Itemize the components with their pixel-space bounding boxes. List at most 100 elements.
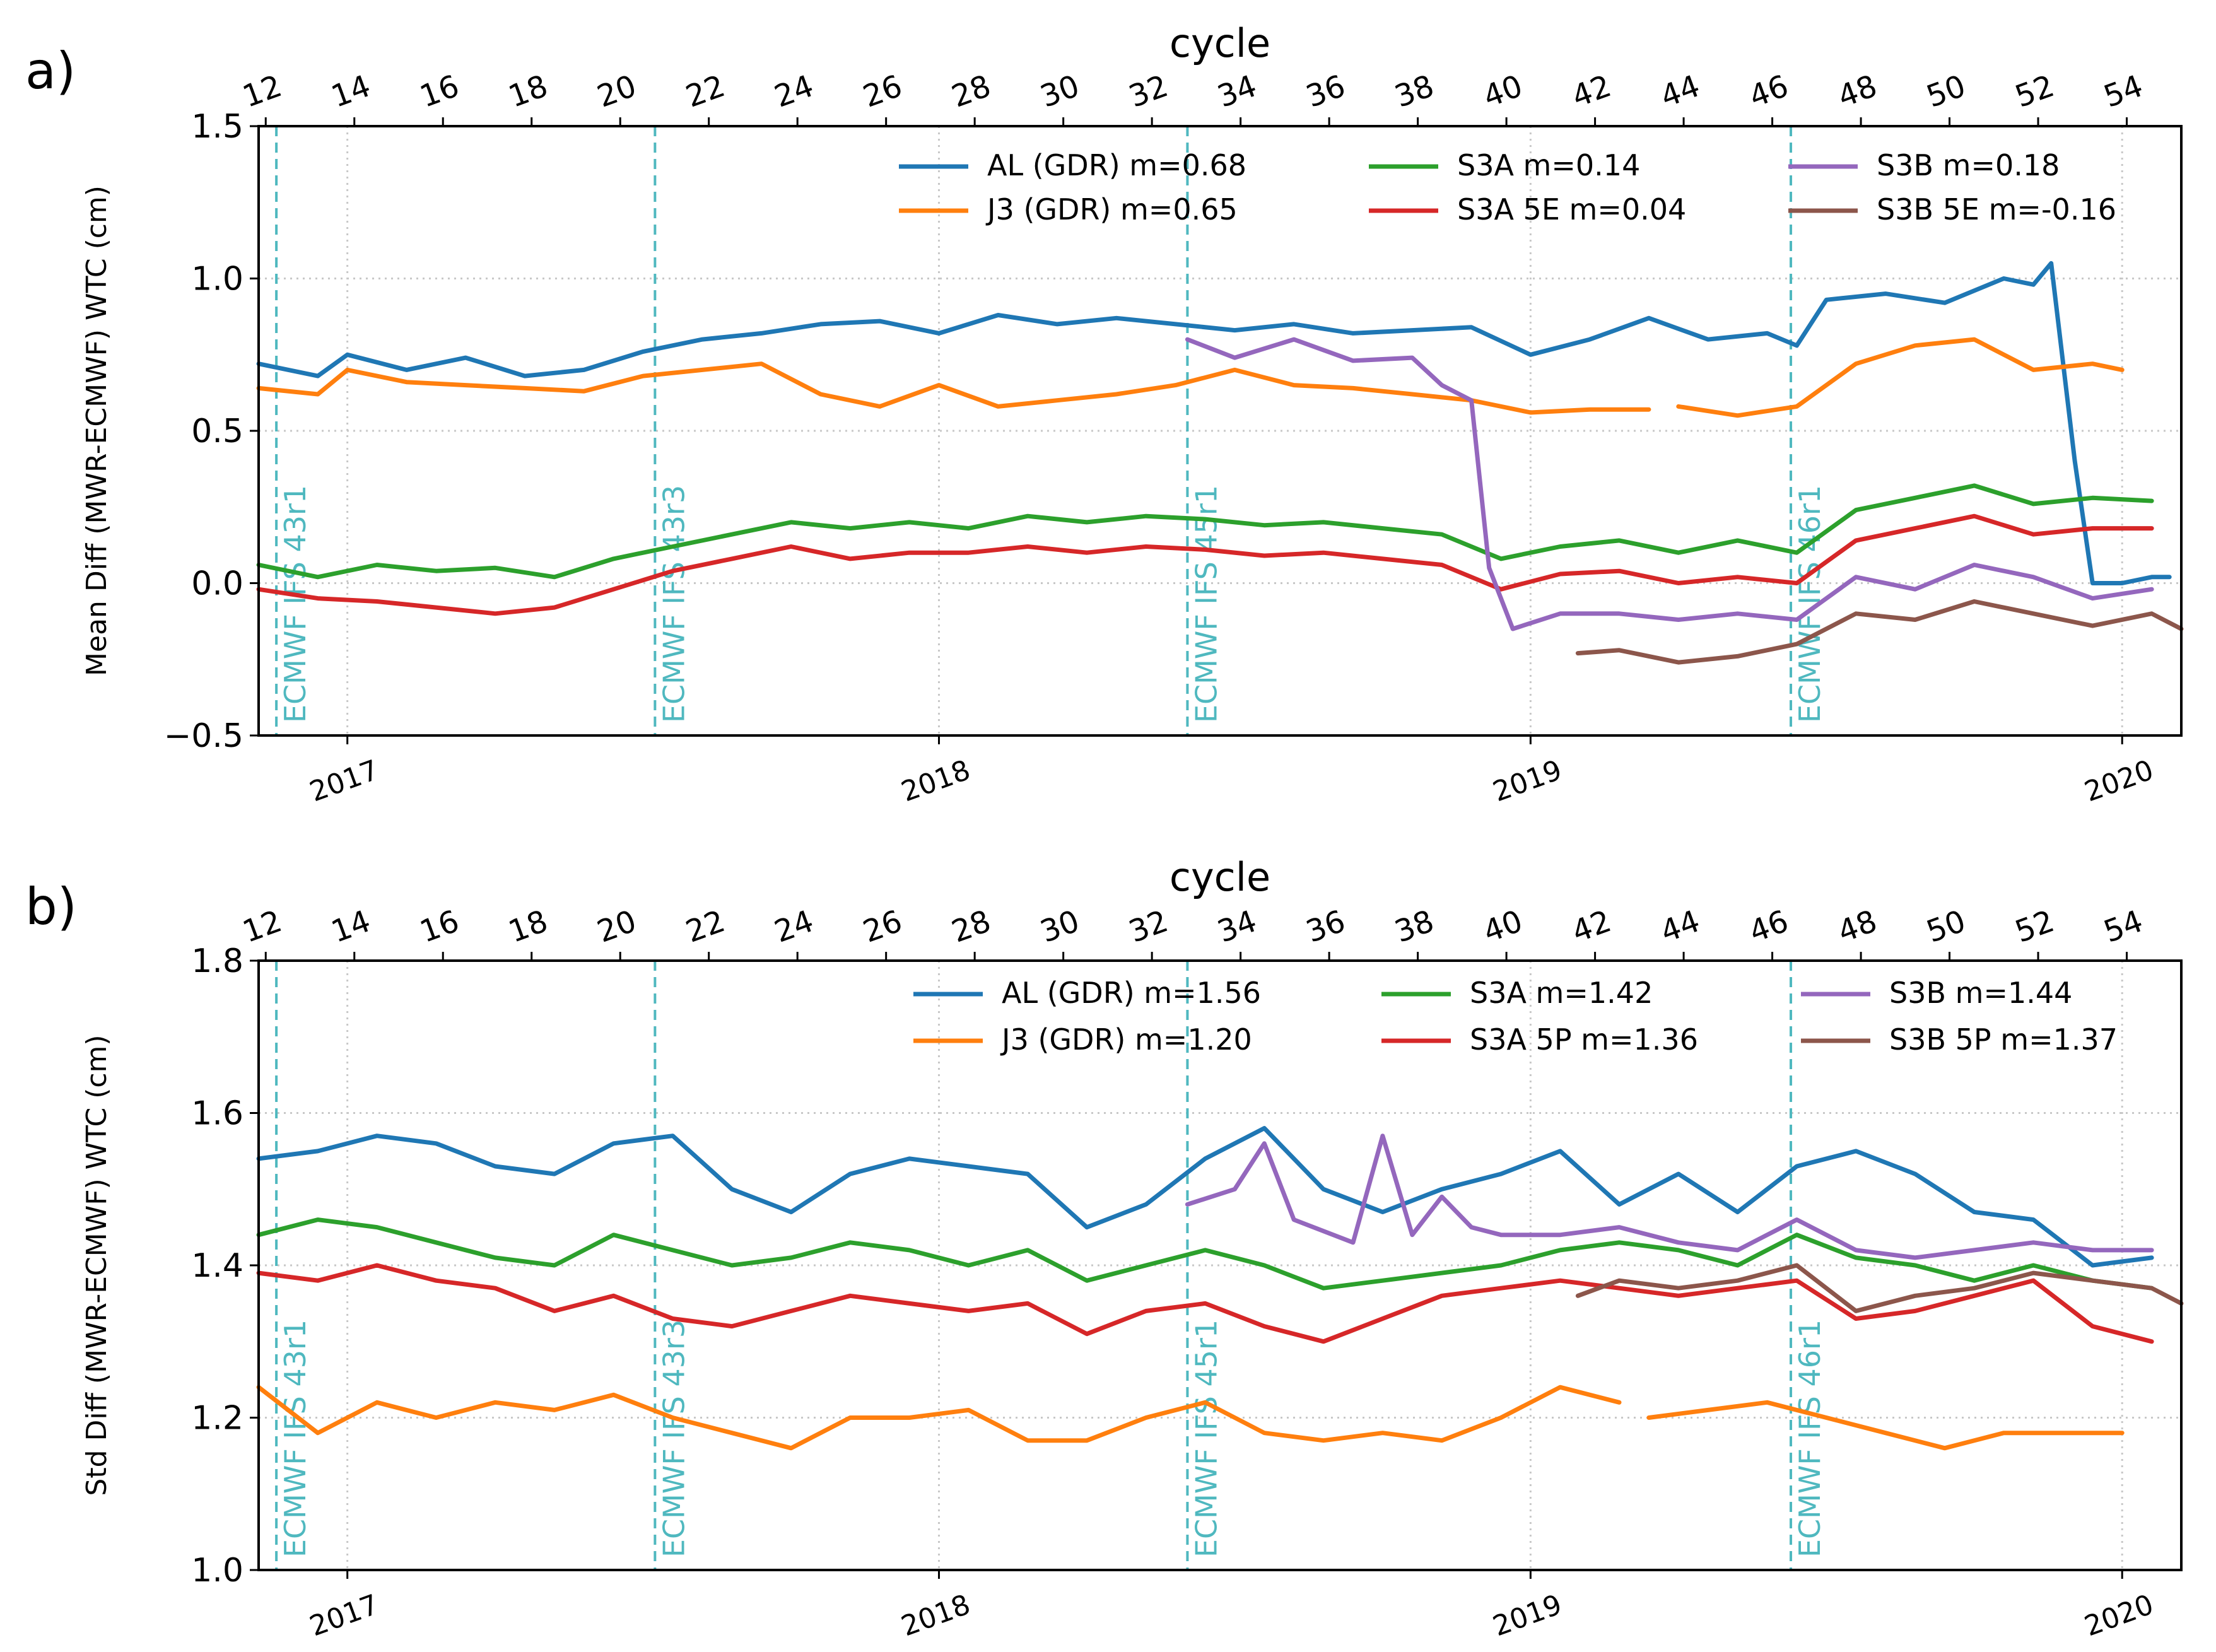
cycle-tick-label: 28 — [947, 903, 995, 950]
y-tick-label: 1.6 — [191, 1095, 243, 1133]
cycle-tick-label: 22 — [681, 903, 730, 950]
event-label: ECMWF IFS 45r1 — [1189, 485, 1223, 723]
cycle-tick-label: 22 — [681, 68, 730, 115]
cycle-tick-label: 46 — [1745, 68, 1793, 115]
cycle-tick-label: 20 — [592, 903, 641, 950]
cycle-tick-label: 42 — [1568, 68, 1616, 115]
event-label: ECMWF IFS 43r3 — [657, 485, 691, 723]
event-label: ECMWF IFS 46r1 — [1793, 1320, 1827, 1557]
y-tick-label: 1.5 — [191, 108, 243, 146]
cycle-tick-label: 12 — [238, 903, 287, 950]
cycle-tick-label: 52 — [2010, 68, 2059, 115]
x-tick-label: 2020 — [2080, 1588, 2158, 1643]
series-line — [256, 513, 2154, 616]
legend-entry: S3B m=1.44 — [1889, 976, 2072, 1010]
x-tick-label: 2018 — [897, 754, 975, 808]
cycle-tick-label: 50 — [1922, 68, 1971, 115]
cycle-tick-label: 40 — [1479, 68, 1527, 115]
cycle-tick-label: 14 — [327, 68, 375, 115]
cycle-tick-label: 44 — [1656, 903, 1704, 950]
y-tick-label: 1.8 — [191, 942, 243, 980]
cycle-tick-label: 24 — [770, 903, 818, 950]
panel-label: b) — [25, 877, 77, 936]
cycle-tick-label: 16 — [415, 68, 464, 115]
y-axis-label: Mean Diff (MWR-ECMWF) WTC (cm) — [81, 185, 113, 676]
y-tick-label: 0.5 — [191, 413, 243, 450]
cycle-tick-label: 18 — [504, 68, 553, 115]
x-tick-label: 2018 — [897, 1588, 975, 1643]
x-tick-label: 2019 — [1489, 1588, 1566, 1643]
cycle-tick-label: 28 — [947, 68, 995, 115]
series-line — [256, 1385, 2125, 1451]
legend-entry: AL (GDR) m=1.56 — [1002, 976, 1261, 1010]
cycle-tick-label: 14 — [327, 903, 375, 950]
cycle-tick-label: 26 — [859, 903, 907, 950]
series-line — [256, 1263, 2154, 1344]
cycle-tick-label: 26 — [859, 68, 907, 115]
legend-entry: J3 (GDR) m=0.65 — [985, 192, 1238, 226]
cycle-tick-label: 38 — [1390, 68, 1439, 115]
plot-frame — [257, 125, 2183, 737]
cycle-tick-label: 38 — [1390, 903, 1439, 950]
cycle-tick-label: 48 — [1833, 68, 1882, 115]
cycle-tick-label: 32 — [1124, 68, 1173, 115]
cycle-tick-label: 32 — [1124, 903, 1173, 950]
cycle-tick-label: 36 — [1301, 903, 1350, 950]
cycle-tick-label: 42 — [1568, 903, 1616, 950]
cycle-tick-label: 36 — [1301, 68, 1350, 115]
cycle-tick-label: 24 — [770, 68, 818, 115]
x-tick-label: 2020 — [2080, 754, 2158, 808]
legend-entry: S3A m=0.14 — [1457, 148, 1640, 182]
cycle-tick-label: 34 — [1213, 68, 1262, 115]
series-line — [256, 1126, 2154, 1268]
cycle-axis-title: cycle — [1170, 854, 1270, 900]
legend-entry: S3B m=0.18 — [1877, 148, 2060, 182]
cycle-tick-label: 30 — [1036, 903, 1084, 950]
y-tick-label: 1.0 — [191, 261, 243, 298]
cycle-tick-label: 34 — [1213, 903, 1262, 950]
legend-entry: AL (GDR) m=0.68 — [987, 148, 1246, 182]
plot-frame — [257, 959, 2183, 1571]
cycle-tick-label: 12 — [238, 68, 287, 115]
cycle-tick-label: 54 — [2099, 68, 2148, 115]
legend-entry: S3A 5P m=1.36 — [1470, 1022, 1698, 1057]
cycle-tick-label: 20 — [592, 68, 641, 115]
series-line — [1575, 1263, 2184, 1313]
series-line — [1185, 337, 2154, 631]
x-tick-label: 2017 — [305, 754, 383, 808]
cycle-tick-label: 52 — [2010, 903, 2059, 950]
cycle-tick-label: 54 — [2099, 903, 2148, 950]
event-label: ECMWF IFS 43r1 — [278, 1320, 312, 1557]
y-tick-label: 1.2 — [191, 1400, 243, 1438]
legend-entry: S3A m=1.42 — [1470, 976, 1653, 1010]
event-label: ECMWF IFS 43r1 — [278, 485, 312, 723]
y-tick-label: 1.0 — [191, 1552, 243, 1590]
y-axis-label: Std Diff (MWR-ECMWF) WTC (cm) — [81, 1034, 113, 1496]
event-label: ECMWF IFS 43r3 — [657, 1320, 691, 1557]
y-tick-label: −0.5 — [164, 717, 243, 755]
cycle-axis-title: cycle — [1170, 20, 1270, 66]
cycle-tick-label: 30 — [1036, 68, 1084, 115]
cycle-tick-label: 48 — [1833, 903, 1882, 950]
cycle-tick-label: 50 — [1922, 903, 1971, 950]
series-line — [256, 483, 2154, 580]
series-line — [1185, 1134, 2154, 1260]
panel-label: a) — [25, 42, 76, 100]
cycle-tick-label: 18 — [504, 903, 553, 950]
cycle-tick-label: 46 — [1745, 903, 1793, 950]
legend-entry: J3 (GDR) m=1.20 — [1000, 1022, 1252, 1057]
legend-entry: S3A 5E m=0.04 — [1457, 192, 1686, 226]
y-tick-label: 1.4 — [191, 1247, 243, 1285]
y-tick-label: 0.0 — [191, 565, 243, 603]
series-line — [256, 337, 2125, 418]
x-tick-label: 2017 — [305, 1588, 383, 1643]
legend-entry: S3B 5E m=-0.16 — [1877, 192, 2116, 226]
series-line — [256, 1217, 2154, 1291]
cycle-tick-label: 16 — [415, 903, 464, 950]
cycle-tick-label: 40 — [1479, 903, 1527, 950]
event-label: ECMWF IFS 45r1 — [1189, 1320, 1223, 1557]
series-line — [1575, 599, 2184, 665]
